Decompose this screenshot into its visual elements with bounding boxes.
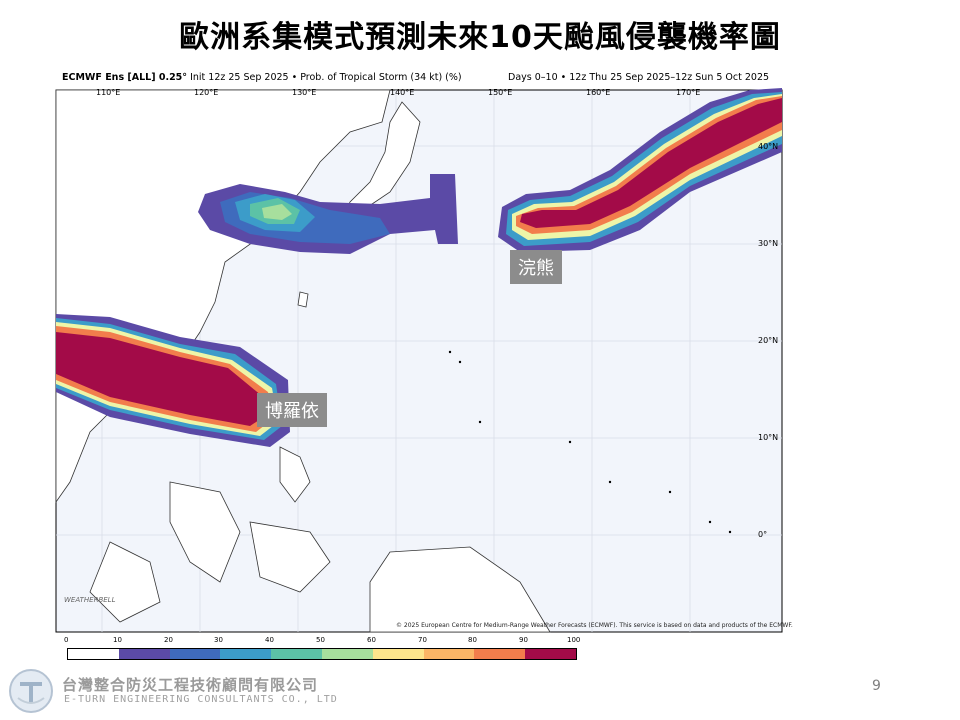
page-number: 9 (872, 678, 881, 694)
lat-label: 10°N (758, 433, 779, 442)
colorbar-segment (118, 649, 170, 659)
colorbar-tick: 40 (265, 636, 274, 644)
lon-label: 170°E (676, 88, 701, 97)
colorbar-tick: 30 (214, 636, 223, 644)
east-storm-swath (498, 88, 782, 252)
watermark: WEATHERBELL (64, 596, 116, 604)
storm-label-west: 博羅依 (257, 393, 327, 427)
lon-label: 110°E (96, 88, 121, 97)
land (55, 89, 551, 633)
company-name-zh: 台灣整合防災工程技術顧問有限公司 (62, 676, 319, 694)
colorbar-segment (220, 649, 272, 659)
colorbar-tick: 0 (64, 636, 69, 644)
company-name-en: E-TURN ENGINEERING CONSULTANTS CO., LTD (64, 694, 338, 705)
colorbar-segment (474, 649, 526, 659)
lat-label: 40°N (758, 142, 779, 151)
storm-label-east: 浣熊 (510, 250, 562, 284)
east-swath-90 (520, 98, 782, 228)
lon-label: 120°E (194, 88, 219, 97)
lon-labels: 110°E 120°E 130°E 140°E 150°E 160°E 170°… (50, 88, 788, 100)
company-logo-icon (9, 669, 53, 713)
colorbar-segment (321, 649, 373, 659)
colorbar-tick: 100 (567, 636, 581, 644)
lat-label: 30°N (758, 239, 779, 248)
colorbar-tick: 50 (316, 636, 325, 644)
lat-label: 0° (758, 530, 768, 539)
colorbar-tick: 90 (519, 636, 528, 644)
colorbar-tick: 60 (367, 636, 376, 644)
central-blob-50 (262, 204, 292, 220)
colorbar-tick: 80 (468, 636, 477, 644)
colorbar-tick: 10 (113, 636, 122, 644)
west-storm-swath (56, 314, 290, 447)
slide-title: 歐洲系集模式預測未來10天颱風侵襲機率圖 (179, 20, 781, 55)
map-graphic (55, 88, 783, 633)
west-swath-90 (56, 332, 268, 426)
lon-label: 130°E (292, 88, 317, 97)
islands (448, 350, 732, 534)
colorbar-tick: 70 (418, 636, 427, 644)
colorbar-tick: 20 (164, 636, 173, 644)
lon-label: 150°E (488, 88, 513, 97)
lat-labels: 40°N 30°N 20°N 10°N 0° (758, 62, 786, 668)
colorbar-segment (423, 649, 475, 659)
colorbar-segment (68, 649, 119, 659)
copyright-text: © 2025 European Centre for Medium-Range … (396, 622, 793, 629)
colorbar-segment (372, 649, 424, 659)
colorbar-segment (525, 649, 576, 659)
colorbar-segment (271, 649, 322, 659)
central-probability-blob (198, 174, 458, 254)
lon-label: 160°E (586, 88, 611, 97)
map-header-left: ECMWF Ens [ALL] 0.25° Init 12z 25 Sep 20… (62, 72, 462, 83)
colorbar (67, 648, 577, 660)
map-header-right: Days 0–10 • 12z Thu 25 Sep 2025–12z Sun … (508, 72, 770, 83)
lat-label: 20°N (758, 336, 779, 345)
forecast-map: ECMWF Ens [ALL] 0.25° Init 12z 25 Sep 20… (50, 62, 793, 668)
lon-label: 140°E (390, 88, 415, 97)
colorbar-segment (169, 649, 221, 659)
colorbar-ticks: 0 10 20 30 40 50 60 70 80 90 100 (62, 636, 582, 646)
